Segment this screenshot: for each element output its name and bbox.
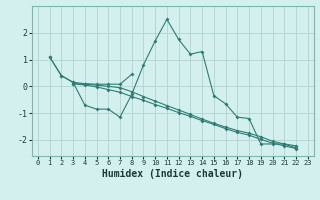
X-axis label: Humidex (Indice chaleur): Humidex (Indice chaleur) bbox=[102, 169, 243, 179]
